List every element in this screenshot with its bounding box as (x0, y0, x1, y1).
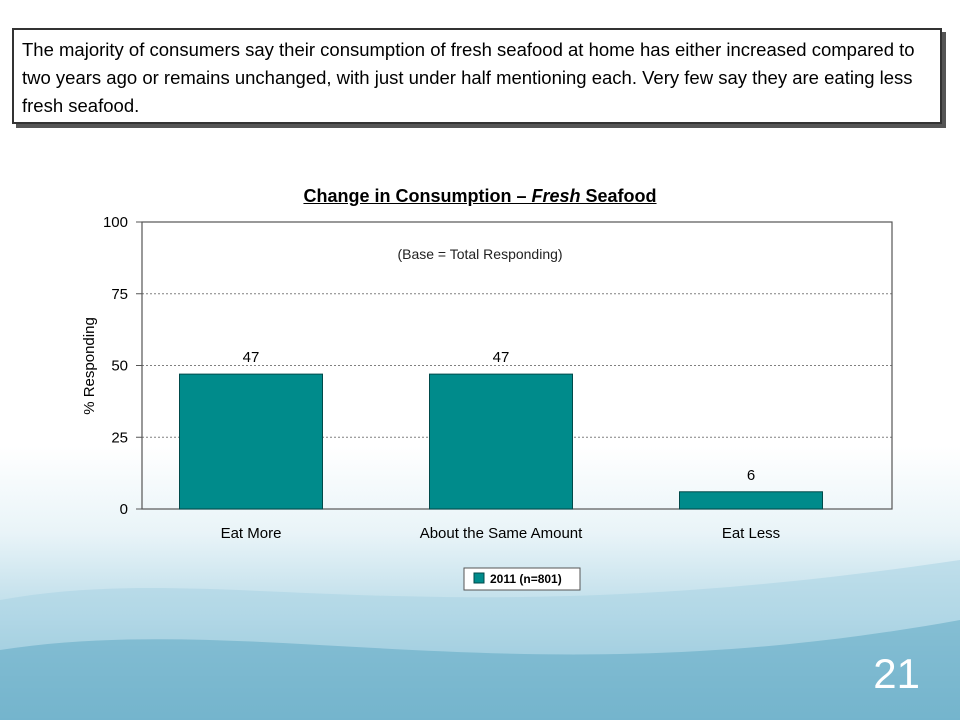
slide-number: 21 (873, 650, 920, 697)
legend-swatch (473, 572, 485, 584)
bar-value-label: 47 (493, 349, 510, 366)
legend: 2011 (n=801) (463, 567, 581, 591)
y-tick-label: 25 (111, 429, 128, 446)
chart-title-suffix: Seafood (580, 186, 657, 206)
y-axis-label: % Responding (81, 317, 98, 415)
chart-subtitle: (Base = Total Responding) (397, 246, 562, 262)
legend-label: 2011 (n=801) (490, 572, 562, 586)
legend-box (463, 567, 581, 591)
chart-title-emphasis: Fresh (531, 186, 581, 206)
bars: 47 Eat More 47 About the Same Amount 6 Eat Le… (179, 349, 823, 542)
chart-title: Change in Consumption – Fresh Seafood (0, 186, 960, 207)
x-tick-label: Eat Less (722, 525, 780, 542)
bar-value-label: 47 (243, 349, 260, 366)
bar-value-label: 6 (747, 467, 755, 484)
y-tick-label: 100 (103, 214, 128, 231)
summary-callout: The majority of consumers say their cons… (12, 28, 942, 124)
chart-title-prefix: Change in Consumption – (303, 186, 532, 206)
x-tick-label: Eat More (221, 525, 282, 542)
bar (679, 491, 823, 510)
y-tick-label: 0 (120, 501, 128, 518)
y-tick-label: 75 (111, 286, 128, 303)
y-tick-label: 50 (111, 358, 128, 375)
bar (429, 373, 573, 510)
bar (179, 373, 323, 510)
x-tick-label: About the Same Amount (420, 525, 583, 542)
summary-text: The majority of consumers say their cons… (22, 39, 915, 116)
